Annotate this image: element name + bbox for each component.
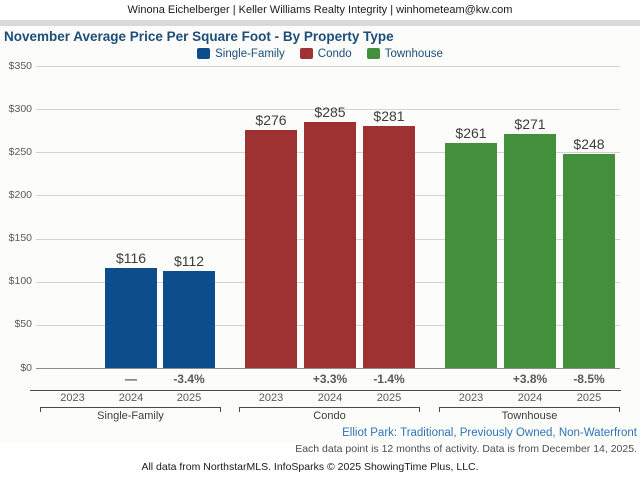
bar-townhouse-2025[interactable] [563, 154, 615, 368]
x-axis-year-label: 2024 [517, 392, 543, 404]
bar-value-label: $116 [115, 249, 147, 266]
legend-label: Single-Family [215, 47, 285, 60]
group-bracket-tick [419, 407, 420, 412]
legend-item-condo[interactable]: Condo [299, 47, 352, 60]
bar-value-label: $261 [455, 124, 487, 141]
yoy-change-label: +3.8% [512, 372, 548, 386]
group-bracket [439, 407, 620, 408]
x-axis-year-label: 2023 [258, 392, 284, 404]
x-axis-year-label: 2023 [458, 392, 484, 404]
y-axis-tick-label: $50 [14, 318, 32, 331]
bar-value-label: $271 [514, 116, 546, 133]
group-bracket [40, 407, 221, 408]
gridline [36, 66, 620, 67]
agent-contact-text: Winona Eichelberger | Keller Williams Re… [127, 4, 513, 16]
group-bracket [239, 407, 420, 408]
attribution-text: All data from NorthstarMLS. InfoSparks ©… [141, 461, 479, 473]
x-axis-year-label: 2025 [176, 392, 202, 404]
group-bracket-tick [220, 407, 221, 412]
legend-item-townhouse[interactable]: Townhouse [366, 47, 443, 60]
chart-title: November Average Price Per Square Foot -… [4, 29, 394, 44]
filter-description: Elliot Park: Traditional, Previously Own… [342, 427, 637, 439]
y-axis-tick-label: $150 [8, 232, 32, 245]
group-bracket-tick [239, 407, 240, 412]
yoy-change-label: +3.3% [312, 372, 348, 386]
bar-single-family-2024[interactable] [105, 267, 157, 368]
bar-value-label: $248 [573, 136, 605, 152]
change-row-underline [30, 390, 621, 391]
y-axis-tick-label: $300 [8, 102, 32, 115]
x-axis-year-label: 2024 [317, 392, 343, 404]
legend-swatch-icon [299, 48, 313, 59]
group-bracket-tick [40, 407, 41, 412]
y-axis-tick-label: $350 [8, 59, 32, 72]
group-label-townhouse: Townhouse [501, 410, 558, 422]
legend-swatch-icon [197, 48, 211, 59]
bar-condo-2023[interactable] [245, 129, 297, 368]
data-note: Each data point is 12 months of activity… [295, 443, 637, 455]
chart-legend: Single-Family Condo Townhouse [0, 46, 640, 61]
group-label-condo: Condo [313, 410, 346, 422]
bar-condo-2024[interactable] [304, 122, 356, 368]
yoy-change-label: -8.5% [573, 372, 605, 386]
agent-contact-bar: Winona Eichelberger | Keller Williams Re… [0, 0, 640, 20]
group-bracket-tick [619, 407, 620, 412]
legend-item-single-family[interactable]: Single-Family [197, 48, 285, 60]
legend-label: Condo [317, 47, 352, 60]
x-axis-year-label: 2024 [118, 392, 144, 404]
bar-townhouse-2023[interactable] [445, 142, 497, 368]
y-axis-tick-label: $250 [8, 145, 32, 158]
group-bracket-tick [439, 407, 440, 412]
x-axis-year-label: 2025 [376, 392, 402, 404]
bar-townhouse-2024[interactable] [504, 134, 556, 368]
yoy-change-label: — [125, 372, 137, 386]
yoy-change-label: -3.4% [173, 372, 205, 386]
group-label-single-family: Single-Family [97, 410, 164, 422]
x-axis-baseline [36, 368, 620, 369]
legend-swatch-icon [366, 48, 380, 59]
yoy-change-label: -1.4% [373, 372, 405, 386]
bar-value-label: $281 [373, 107, 405, 124]
bar-value-label: $276 [255, 111, 287, 128]
gridline [36, 109, 620, 111]
bar-single-family-2025[interactable] [163, 271, 215, 368]
x-axis-year-label: 2023 [60, 392, 85, 404]
x-axis-year-label: 2025 [576, 392, 602, 404]
legend-label: Townhouse [384, 47, 443, 60]
y-axis-tick-label: $200 [8, 188, 32, 201]
bar-condo-2025[interactable] [363, 125, 415, 368]
y-axis-tick-label: $100 [8, 275, 32, 288]
header-divider [0, 20, 640, 26]
y-axis-tick-label: $0 [20, 361, 32, 374]
bar-value-label: $285 [314, 104, 346, 121]
bar-value-label: $112 [173, 253, 205, 270]
